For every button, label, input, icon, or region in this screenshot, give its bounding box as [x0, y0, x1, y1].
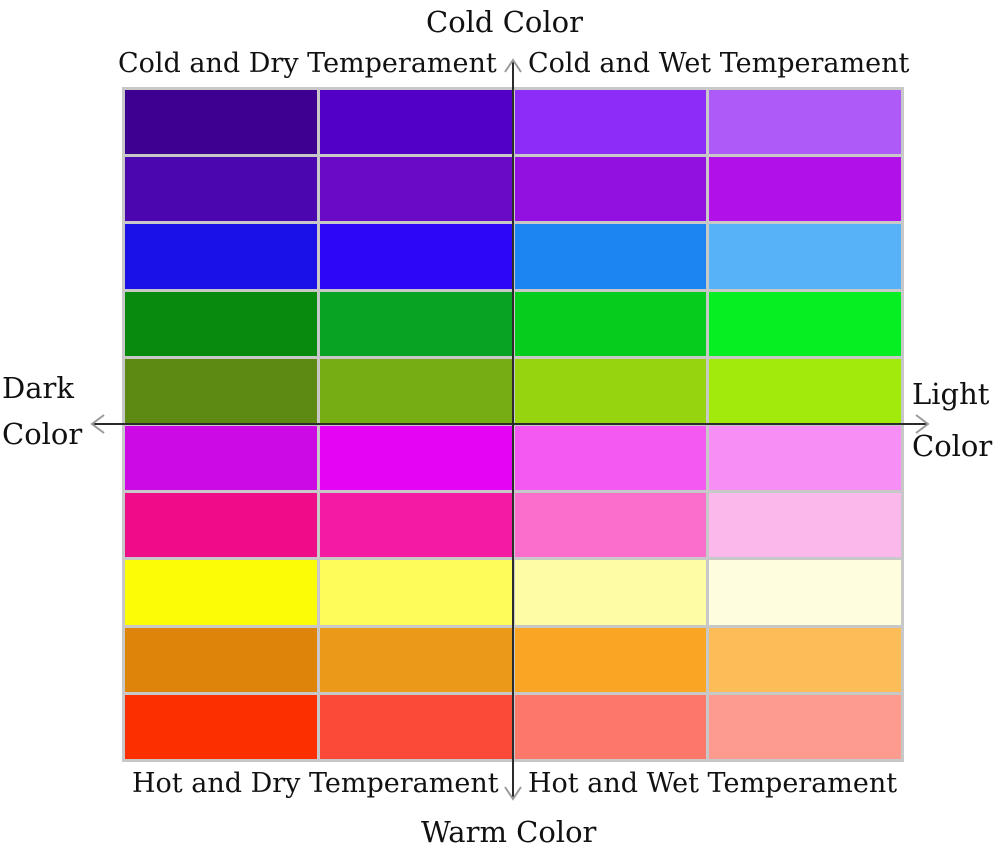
color-swatch — [709, 157, 901, 222]
color-swatch — [709, 426, 901, 491]
color-swatch — [319, 90, 512, 155]
quadrant-label-hot-wet: Hot and Wet Temperament — [528, 768, 898, 799]
color-swatch — [319, 291, 512, 356]
color-swatch — [125, 627, 317, 692]
color-swatch — [709, 90, 901, 155]
color-swatch — [709, 358, 901, 423]
left-axis-label-line1: Dark — [2, 371, 74, 405]
color-swatch — [709, 291, 901, 356]
left-axis-label-line2: Color — [2, 417, 83, 451]
color-swatch — [125, 291, 317, 356]
color-swatch — [514, 493, 707, 558]
color-swatch — [319, 493, 512, 558]
color-swatch — [319, 694, 512, 759]
color-swatch — [514, 291, 707, 356]
color-swatch — [125, 694, 317, 759]
color-swatch — [514, 90, 707, 155]
color-swatch — [319, 157, 512, 222]
right-arrow-icon — [915, 414, 930, 434]
quadrant-label-cold-wet: Cold and Wet Temperament — [528, 48, 910, 79]
color-swatch — [319, 358, 512, 423]
top-axis-label: Cold Color — [426, 5, 583, 39]
color-swatch — [709, 627, 901, 692]
color-swatch — [514, 426, 707, 491]
color-swatch — [709, 694, 901, 759]
color-swatch — [514, 157, 707, 222]
bottom-axis-label: Warm Color — [421, 815, 597, 849]
right-axis-label-line1: Light — [912, 377, 990, 411]
color-swatch — [514, 358, 707, 423]
color-swatch — [319, 224, 512, 289]
color-swatch — [709, 560, 901, 625]
color-swatch — [319, 560, 512, 625]
color-swatch — [125, 358, 317, 423]
color-swatch — [709, 493, 901, 558]
color-swatch — [514, 224, 707, 289]
color-swatch — [125, 224, 317, 289]
color-swatch — [125, 426, 317, 491]
color-swatch — [319, 426, 512, 491]
left-arrow-icon — [90, 414, 105, 434]
color-swatch — [319, 627, 512, 692]
color-swatch — [125, 560, 317, 625]
color-swatch — [514, 627, 707, 692]
down-arrow-icon — [504, 786, 522, 801]
color-swatch — [709, 224, 901, 289]
color-swatch — [125, 90, 317, 155]
color-swatch — [514, 560, 707, 625]
quadrant-label-hot-dry: Hot and Dry Temperament — [132, 768, 499, 799]
quadrant-label-cold-dry: Cold and Dry Temperament — [118, 48, 497, 79]
color-swatch — [514, 694, 707, 759]
color-swatch — [125, 157, 317, 222]
right-axis-label-line2: Color — [912, 429, 993, 463]
color-swatch — [125, 493, 317, 558]
up-arrow-icon — [504, 58, 522, 73]
